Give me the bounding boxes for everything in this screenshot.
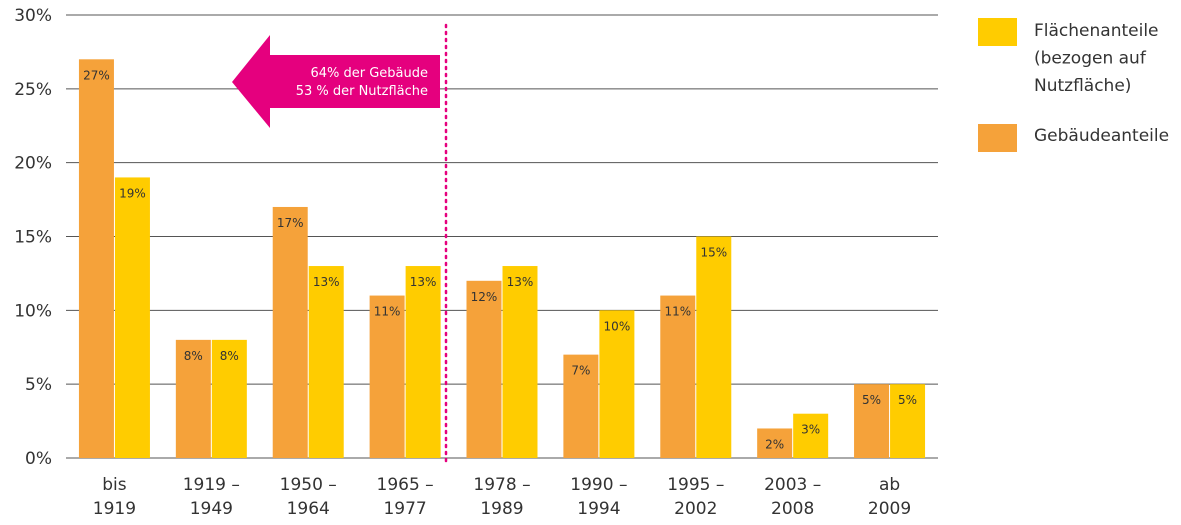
value-label: 15% [700,246,727,260]
bar [175,339,211,458]
value-label: 8% [184,349,203,363]
x-tick-label: 1965 –1977 [377,475,434,519]
bar [272,206,308,458]
x-tick-label: ab 2009 [868,475,911,519]
y-tick-label: 5% [25,375,52,395]
value-label: 7% [571,364,590,378]
x-tick-label: 1990 –1994 [570,475,627,519]
annotation-arrow [232,35,440,128]
value-label: 8% [220,349,239,363]
bar [308,266,344,458]
legend-label: Flächenanteile (bezogen auf Nutzfläche) [1034,21,1159,96]
y-tick-label: 0% [25,449,52,469]
bar [78,59,114,459]
legend-label: Gebäudeanteile [1034,126,1169,146]
y-tick-label: 10% [14,301,52,321]
value-label: 13% [313,275,340,289]
x-tick-label: 2003 –2008 [764,475,821,519]
y-tick-label: 20% [14,154,52,174]
bar [890,384,926,458]
bar [757,428,793,458]
bar [660,295,696,458]
bar [405,266,441,458]
bar [854,384,890,458]
x-tick-label: 1919 –1949 [183,475,240,519]
bar [369,295,405,458]
value-label: 13% [410,275,437,289]
x-tick-label: bis 1919 [93,475,136,519]
legend-swatch [978,18,1017,46]
value-label: 11% [664,305,691,319]
value-label: 11% [374,305,401,319]
bar [793,413,829,458]
value-label: 5% [898,393,917,407]
value-label: 10% [604,319,631,333]
value-label: 19% [119,186,146,200]
bar [696,236,732,458]
bar [563,354,599,458]
value-label: 2% [765,437,784,451]
value-label: 12% [471,290,498,304]
x-tick-label: 1995 –2002 [667,475,724,519]
legend-swatch [978,124,1017,152]
value-label: 5% [862,393,881,407]
value-label: 3% [801,423,820,437]
y-tick-label: 25% [14,80,52,100]
bar [599,310,635,458]
bar [211,339,247,458]
value-label: 17% [277,216,304,230]
bar [502,266,538,458]
value-label: 13% [507,275,534,289]
value-label: 27% [83,68,110,82]
bar [114,177,150,458]
y-tick-label: 15% [14,228,52,248]
bar [466,280,502,458]
annotation-text: 64% der Gebäude 53 % der Nutzfläche [296,66,428,99]
x-tick-label: 1950 –1964 [280,475,337,519]
x-tick-label: 1978 –1989 [473,475,530,519]
y-tick-label: 30% [14,6,52,26]
